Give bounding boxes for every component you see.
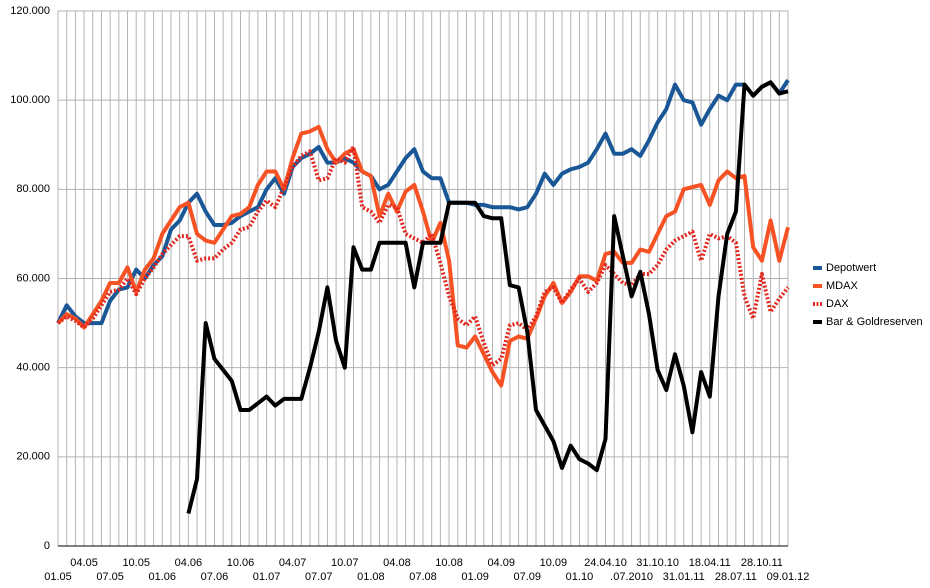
x-tick-label: 04.08 bbox=[383, 557, 411, 569]
x-tick-label: 09.01.12 bbox=[767, 571, 810, 583]
x-tick-label: 28.10.11 bbox=[741, 557, 783, 569]
y-tick-label: 60.000 bbox=[16, 272, 50, 284]
x-tick-label: .07.2010 bbox=[610, 571, 653, 583]
x-tick-label: 10.08 bbox=[435, 557, 463, 569]
x-tick-label: 07.07 bbox=[305, 571, 333, 583]
legend-label: DAX bbox=[826, 298, 849, 310]
series-line bbox=[56, 145, 790, 368]
series-line bbox=[186, 80, 789, 514]
x-tick-label: 04.09 bbox=[487, 557, 515, 569]
y-tick-label: 40.000 bbox=[16, 362, 50, 374]
y-tick-label: 120.000 bbox=[10, 5, 50, 17]
x-tick-label: 31.01.11 bbox=[663, 571, 705, 583]
legend-label: MDAX bbox=[826, 280, 858, 292]
x-tick-label: 04.05 bbox=[70, 557, 98, 569]
x-tick-label: 07.05 bbox=[96, 571, 124, 583]
x-tick-label: 01.10 bbox=[566, 571, 594, 583]
series-line bbox=[56, 79, 790, 326]
x-tick-label: 07.06 bbox=[201, 571, 229, 583]
legend-label: Bar & Goldreserven bbox=[826, 316, 923, 328]
x-tick-label: 04.06 bbox=[175, 557, 203, 569]
x-tick-label: 10.09 bbox=[540, 557, 568, 569]
legend-label: Depotwert bbox=[826, 262, 876, 274]
x-tick-label: 28.07.11 bbox=[715, 571, 757, 583]
x-tick-label: 18.04.11 bbox=[689, 557, 731, 569]
x-tick-label: 10.05 bbox=[122, 557, 150, 569]
x-tick-label: 10.06 bbox=[227, 557, 255, 569]
x-tick-label: 07.08 bbox=[409, 571, 437, 583]
y-tick-label: 80.000 bbox=[16, 183, 50, 195]
x-tick-label: 01.08 bbox=[357, 571, 385, 583]
y-tick-label: 100.000 bbox=[10, 94, 50, 106]
x-tick-label: 10.07 bbox=[331, 557, 359, 569]
x-tick-label: 01.06 bbox=[149, 571, 177, 583]
x-tick-label: 07.09 bbox=[514, 571, 542, 583]
y-tick-label: 20.000 bbox=[16, 451, 50, 463]
y-tick-label: 0 bbox=[44, 540, 50, 552]
x-tick-label: 31.10.10 bbox=[636, 557, 679, 569]
x-tick-label: 24.04.10 bbox=[584, 557, 627, 569]
x-tick-label: 01.05 bbox=[44, 571, 72, 583]
series-line bbox=[56, 124, 790, 388]
x-tick-label: 04.07 bbox=[279, 557, 307, 569]
x-tick-label: 01.07 bbox=[253, 571, 281, 583]
x-tick-label: 01.09 bbox=[461, 571, 489, 583]
